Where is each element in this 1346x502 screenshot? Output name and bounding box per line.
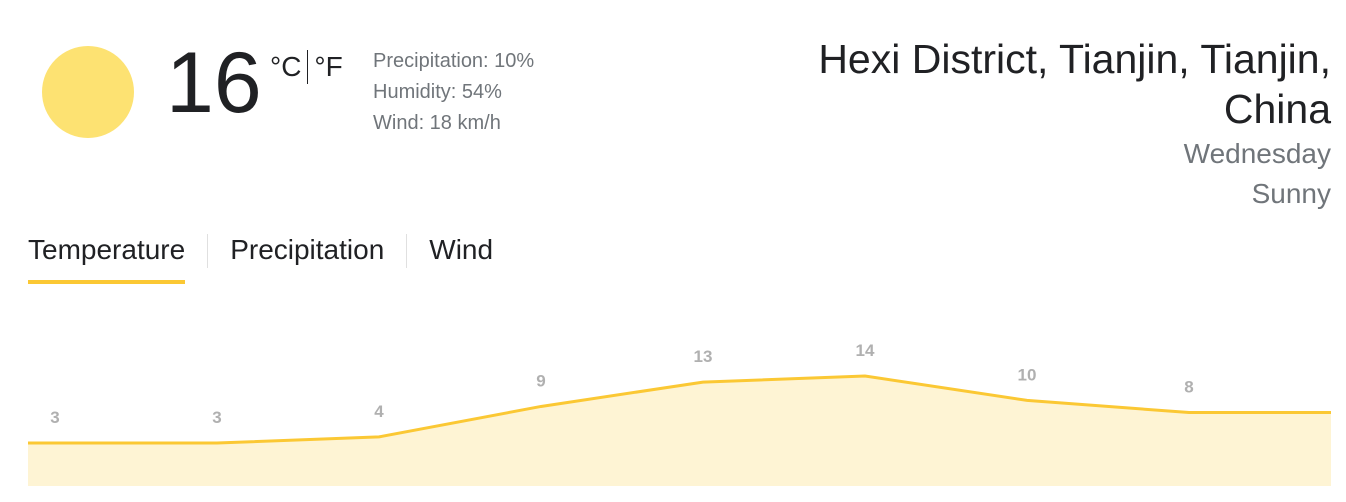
value-label: 14 [856,341,875,360]
tab-separator [207,234,209,268]
day: Wednesday [1183,138,1331,169]
temperature-area [28,376,1331,486]
temperature-line [28,374,1331,445]
sun-icon [42,46,134,138]
tab-separator [406,234,408,268]
tab[interactable]: Precipitation [230,234,385,265]
humidity: Humidity: 54% [373,81,502,103]
temperature-chart: 3 3 4 9 13 14 10 8 [28,341,1331,486]
current-temperature: 16 [166,35,262,131]
unit-toggle: °C °F [270,50,343,84]
value-label: 9 [536,371,545,390]
value-label: 13 [694,347,713,366]
value-label: 8 [1184,378,1193,397]
wind: Wind: 18 km/h [373,112,501,134]
details: Precipitation: 10% Humidity: 54% Wind: 1… [373,46,534,139]
unit-separator [307,50,309,84]
value-label: 10 [1018,365,1037,384]
value-label: 3 [212,408,221,427]
value-label: 3 [50,408,59,427]
value-label: 4 [374,402,384,421]
condition: Sunny [1251,178,1331,209]
tab[interactable]: Wind [429,234,494,265]
unit-fahrenheit[interactable]: °F [314,51,343,82]
tab[interactable]: Temperature [28,234,186,284]
tabs: Temperature Precipitation Wind [28,234,493,284]
location: Hexi District, Tianjin, Tianjin, China [818,36,1331,132]
unit-celsius[interactable]: °C [270,51,302,82]
precipitation: Precipitation: 10% [373,50,535,72]
